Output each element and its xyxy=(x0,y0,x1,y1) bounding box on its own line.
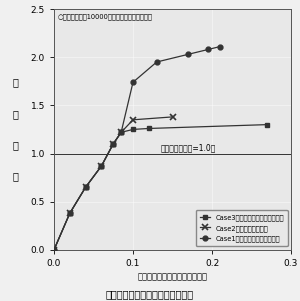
Text: 図３　破壊予測（地すべり斜面）: 図３ 破壊予測（地すべり斜面） xyxy=(106,290,194,299)
Case1　（ひずみ軟化タイプ） xyxy=(206,48,210,51)
Case2　（平均タイプ） xyxy=(171,115,174,119)
Case1　（ひずみ軟化タイプ） xyxy=(112,142,115,146)
Text: 数: 数 xyxy=(12,171,18,182)
Line: Case1　（ひずみ軟化タイプ）: Case1 （ひずみ軟化タイプ） xyxy=(52,44,222,252)
Case2　（平均タイプ） xyxy=(68,211,72,215)
Text: 荷: 荷 xyxy=(12,77,18,88)
Case2　（平均タイプ） xyxy=(112,142,115,146)
Case1　（ひずみ軟化タイプ） xyxy=(52,248,56,252)
Text: ○上限反復回数10000に達しても未収束－崩壊: ○上限反復回数10000に達しても未収束－崩壊 xyxy=(58,14,153,20)
Case1　（ひずみ軟化タイプ） xyxy=(218,45,222,48)
Case3　（弾－完全塑性タイプ） xyxy=(131,128,135,131)
Case1　（ひずみ軟化タイプ） xyxy=(100,164,103,168)
Line: Case2　（平均タイプ）: Case2 （平均タイプ） xyxy=(51,114,175,253)
Case1　（ひずみ軟化タイプ） xyxy=(68,211,72,215)
Text: 重: 重 xyxy=(12,109,18,119)
Line: Case3　（弾－完全塑性タイプ）: Case3 （弾－完全塑性タイプ） xyxy=(52,122,270,252)
Case2　（平均タイプ） xyxy=(52,248,56,252)
Case3　（弾－完全塑性タイプ） xyxy=(68,211,72,215)
Case2　（平均タイプ） xyxy=(100,164,103,168)
X-axis label: 代表点での水平方向変位（ｍ）: 代表点での水平方向変位（ｍ） xyxy=(137,272,208,281)
Legend: Case3　（弾－完全塑性タイプ）, Case2　（平均タイプ）, Case1　（ひずみ軟化タイプ）: Case3 （弾－完全塑性タイプ）, Case2 （平均タイプ）, Case1 … xyxy=(196,210,288,247)
Case3　（弾－完全塑性タイプ） xyxy=(119,131,123,134)
Case1　（ひずみ軟化タイプ） xyxy=(119,131,123,134)
Case1　（ひずみ軟化タイプ） xyxy=(187,52,190,56)
Case3　（弾－完全塑性タイプ） xyxy=(266,123,269,126)
Case1　（ひずみ軟化タイプ） xyxy=(131,80,135,84)
Case2　（平均タイプ） xyxy=(131,118,135,122)
Case1　（ひずみ軟化タイプ） xyxy=(155,60,158,64)
Case3　（弾－完全塑性タイプ） xyxy=(112,142,115,146)
Case1　（ひずみ軟化タイプ） xyxy=(84,185,87,189)
Case3　（弾－完全塑性タイプ） xyxy=(147,127,151,130)
Case3　（弾－完全塑性タイプ） xyxy=(84,185,87,189)
Case2　（平均タイプ） xyxy=(119,131,123,134)
Case3　（弾－完全塑性タイプ） xyxy=(100,164,103,168)
Case2　（平均タイプ） xyxy=(84,185,87,189)
Case3　（弾－完全塑性タイプ） xyxy=(52,248,56,252)
Text: 係: 係 xyxy=(12,140,18,150)
Text: 現況荷重係数（=1.0）: 現況荷重係数（=1.0） xyxy=(161,144,216,153)
